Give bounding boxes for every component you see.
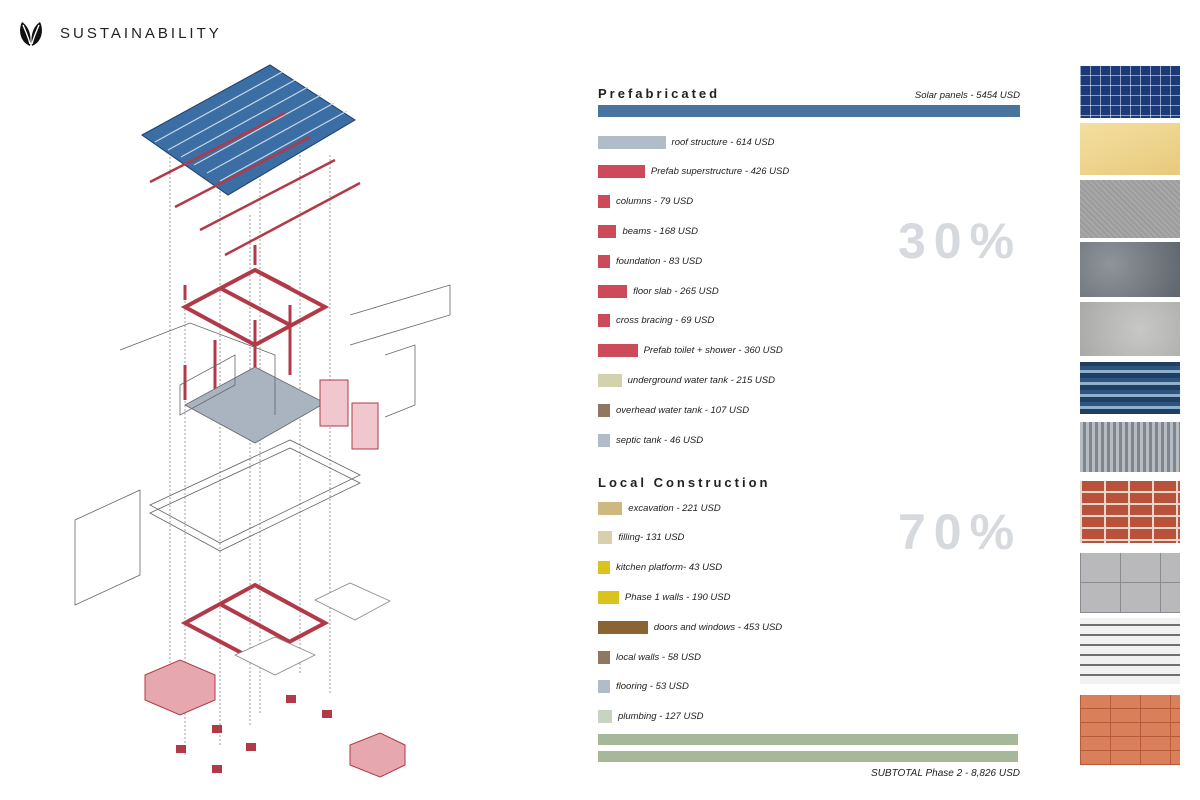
cost-label: local walls - 58 USD — [616, 651, 701, 663]
footings — [176, 695, 332, 773]
water-tanks — [234, 582, 391, 676]
cost-label: columns - 79 USD — [616, 196, 694, 208]
cost-label: plumbing - 127 USD — [617, 711, 704, 723]
cost-swatch — [598, 433, 610, 447]
cost-row: flooring - 53 USD — [598, 680, 689, 694]
cost-swatch — [598, 501, 623, 515]
cost-row: columns - 79 USD — [598, 195, 693, 209]
cost-row: excavation - 221 USD — [598, 501, 721, 515]
subtotal-bar-2 — [598, 751, 1018, 762]
septic-tank — [144, 659, 216, 716]
cost-swatch — [598, 254, 610, 268]
stone-wall-texture-icon — [1080, 618, 1180, 684]
cost-swatch — [598, 373, 622, 387]
cost-swatch — [598, 531, 613, 545]
local-title: Local Construction — [598, 475, 771, 490]
light-concrete-texture-icon — [1080, 302, 1180, 356]
leaf-icon — [20, 22, 42, 46]
solar-panels-label: Solar panels - 5454 USD — [914, 90, 1020, 101]
underground-tank — [349, 732, 406, 778]
cost-swatch — [598, 344, 638, 358]
subtotal-label: SUBTOTAL Phase 2 - 8,826 USD — [871, 768, 1020, 779]
red-brick-texture-icon — [1080, 481, 1180, 543]
cost-row: septic tank - 46 USD — [598, 433, 703, 447]
cost-label: Prefab superstructure - 426 USD — [650, 166, 790, 178]
upper-frame — [180, 267, 330, 348]
solar-panel-texture-icon — [1080, 66, 1180, 118]
cost-row: Prefab superstructure - 426 USD — [598, 165, 789, 179]
page-title: SUSTAINABILITY — [60, 24, 222, 42]
header: SUSTAINABILITY — [16, 18, 222, 48]
subtotal-bar-1 — [598, 734, 1018, 745]
cost-label: filling- 131 USD — [618, 532, 685, 544]
cost-label: Phase 1 walls - 190 USD — [624, 591, 731, 603]
cost-swatch — [598, 620, 648, 634]
fabric-texture-icon — [1080, 180, 1180, 238]
cost-swatch — [598, 650, 610, 664]
cost-label: flooring - 53 USD — [616, 681, 689, 693]
cost-row: doors and windows - 453 USD — [598, 620, 782, 634]
prefab-title: Prefabricated — [598, 86, 721, 101]
cost-label: septic tank - 46 USD — [616, 434, 704, 446]
corrugated-metal-texture-icon — [1080, 422, 1180, 472]
cost-label: beams - 168 USD — [622, 225, 698, 237]
cost-label: Prefab toilet + shower - 360 USD — [643, 345, 783, 357]
cost-row: local walls - 58 USD — [598, 650, 701, 664]
grey-tile-texture-icon — [1080, 553, 1180, 613]
cost-row: overhead water tank - 107 USD — [598, 403, 749, 417]
cost-label: floor slab - 265 USD — [633, 285, 719, 297]
cost-label: roof structure - 614 USD — [671, 136, 775, 148]
cost-row: foundation - 83 USD — [598, 254, 702, 268]
cost-swatch — [598, 195, 610, 209]
platform-outline — [74, 284, 451, 606]
cost-row: beams - 168 USD — [598, 224, 698, 238]
cost-swatch — [598, 165, 645, 179]
cost-swatch — [598, 710, 612, 724]
cost-swatch — [598, 314, 610, 328]
solar-roof — [141, 64, 356, 196]
cost-label: excavation - 221 USD — [628, 502, 721, 514]
wood-board-texture-icon — [1080, 123, 1180, 175]
cost-label: kitchen platform- 43 USD — [616, 562, 723, 574]
prefab-percent: 30% — [898, 213, 1023, 269]
cost-row: filling- 131 USD — [598, 531, 684, 545]
cost-row: Prefab toilet + shower - 360 USD — [598, 344, 783, 358]
cost-row: plumbing - 127 USD — [598, 710, 704, 724]
cost-label: cross bracing - 69 USD — [616, 315, 715, 327]
cost-label: doors and windows - 453 USD — [653, 621, 783, 633]
cost-label: overhead water tank - 107 USD — [616, 404, 750, 416]
roof-beams — [149, 111, 361, 257]
lower-frame — [180, 582, 330, 663]
corrugated-blue-texture-icon — [1080, 362, 1180, 414]
cost-row: kitchen platform- 43 USD — [598, 561, 722, 575]
dark-concrete-texture-icon — [1080, 242, 1180, 297]
floor-slab — [184, 366, 326, 444]
cost-swatch — [598, 680, 610, 694]
solar-panels-bar — [598, 105, 1020, 117]
cost-row: roof structure - 614 USD — [598, 135, 775, 149]
cost-row: cross bracing - 69 USD — [598, 314, 714, 328]
exploded-axonometric-diagram — [74, 64, 451, 778]
cost-row: floor slab - 265 USD — [598, 284, 719, 298]
cost-swatch — [598, 561, 610, 575]
cost-row: underground water tank - 215 USD — [598, 373, 775, 387]
cost-swatch — [598, 135, 666, 149]
cost-row: Phase 1 walls - 190 USD — [598, 590, 731, 604]
cost-swatch — [598, 590, 619, 604]
local-percent: 70% — [898, 504, 1023, 560]
cost-swatch — [598, 284, 628, 298]
toilet-modules — [319, 379, 379, 450]
cost-swatch — [598, 403, 610, 417]
cost-label: foundation - 83 USD — [616, 255, 703, 267]
cost-label: underground water tank - 215 USD — [627, 374, 775, 386]
cost-swatch — [598, 224, 617, 238]
terracotta-brick-texture-icon — [1080, 695, 1180, 765]
